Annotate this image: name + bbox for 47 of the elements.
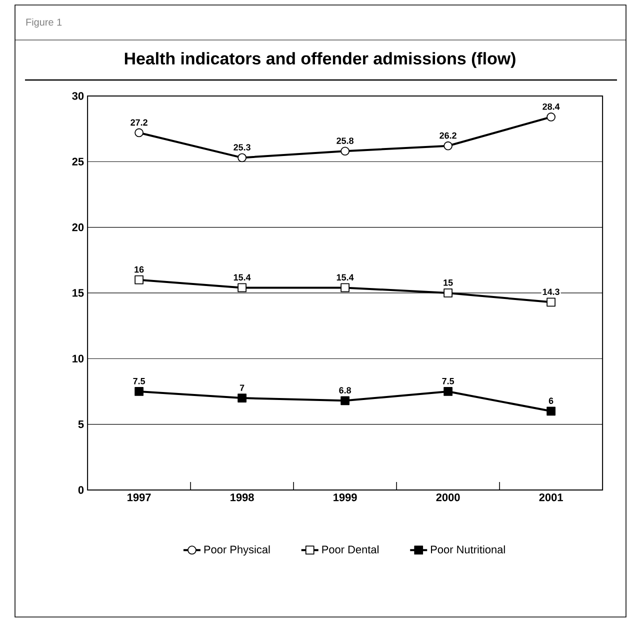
point [340,146,350,156]
data-label: 14.3 [542,288,560,295]
x-tick-label: 1999 [334,493,357,502]
x-tick-label: 1998 [230,493,254,502]
data-label: 26.2 [440,132,456,139]
point [238,283,246,292]
legend-label: Poor Nutritional [431,545,505,554]
point [134,128,144,138]
data-label: 25.8 [336,138,354,144]
point [238,153,246,162]
data-label: 7 [240,384,244,391]
data-label: 15.4 [234,274,251,281]
data-label: 15 [444,280,453,286]
data-label: 27.2 [130,119,148,126]
point [546,112,556,122]
y-tick-label: 25 [72,158,84,166]
data-label: 6.8 [339,387,352,394]
legend-label: Poor Dental [322,545,378,554]
point [134,387,144,396]
y-tick-label: 15 [72,289,84,297]
x-tick-label: 2000 [436,493,460,502]
data-label: 25.3 [234,144,250,151]
data-label: 15.4 [336,274,354,281]
y-tick-label: 0 [78,486,84,494]
data-label: 16 [134,266,144,273]
x-tick-label: 2001 [539,493,563,502]
chart-title: Health indicators and offender admissions (flow) [124,52,516,68]
point [340,283,350,292]
x-tick-label: 1997 [128,493,151,502]
legend-label: Poor Physical [204,545,270,556]
point [340,396,350,406]
point [444,387,452,396]
point [444,141,452,150]
point [238,394,246,402]
y-tick-label: 5 [78,420,84,428]
point [444,288,452,298]
data-label: 28.4 [542,103,560,110]
point [546,298,556,307]
y-tick-label: 10 [72,354,84,363]
data-label: 7.5 [133,378,146,384]
point [134,275,144,284]
y-tick-label: 20 [72,223,84,232]
data-label: 6 [548,398,554,404]
caption: Figure 1 [26,18,62,28]
data-label: 7.5 [442,378,454,384]
y-tick-label: 30 [72,92,84,100]
point [546,406,556,416]
